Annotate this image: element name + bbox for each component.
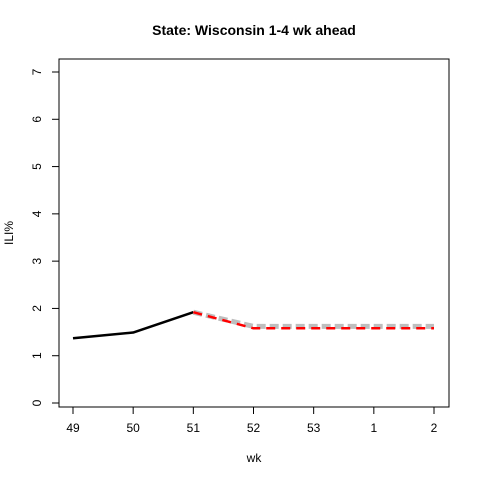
- x-tick-label: 49: [66, 421, 80, 435]
- y-tick-label: 7: [30, 68, 44, 75]
- forecast-band-line: [192, 309, 434, 329]
- y-axis-label: ILI%: [2, 221, 16, 245]
- y-tick-label: 2: [30, 305, 44, 312]
- observed-series-line: [72, 311, 194, 340]
- x-tick-label: 50: [126, 421, 140, 435]
- y-tick-label: 1: [30, 352, 44, 359]
- plot-frame: [58, 58, 450, 408]
- y-tick-label: 0: [30, 399, 44, 406]
- y-tick-label: 3: [30, 257, 44, 264]
- series-layer: [72, 309, 434, 340]
- x-tick-label: 53: [307, 421, 321, 435]
- x-tick-label: 2: [431, 421, 438, 435]
- x-tick-label: 52: [247, 421, 261, 435]
- forecast-series-line: [193, 311, 434, 330]
- x-axis: 49 50 51 52 53 1 2: [66, 406, 438, 435]
- x-tick-label: 1: [370, 421, 377, 435]
- x-axis-label: wk: [246, 451, 263, 465]
- y-axis: 0 1 2 3 4 5 6 7: [30, 68, 60, 406]
- y-tick-label: 6: [30, 116, 44, 123]
- y-tick-label: 5: [30, 163, 44, 170]
- x-tick-label: 51: [187, 421, 201, 435]
- chart-title: State: Wisconsin 1-4 wk ahead: [152, 22, 356, 38]
- y-tick-label: 4: [30, 210, 44, 217]
